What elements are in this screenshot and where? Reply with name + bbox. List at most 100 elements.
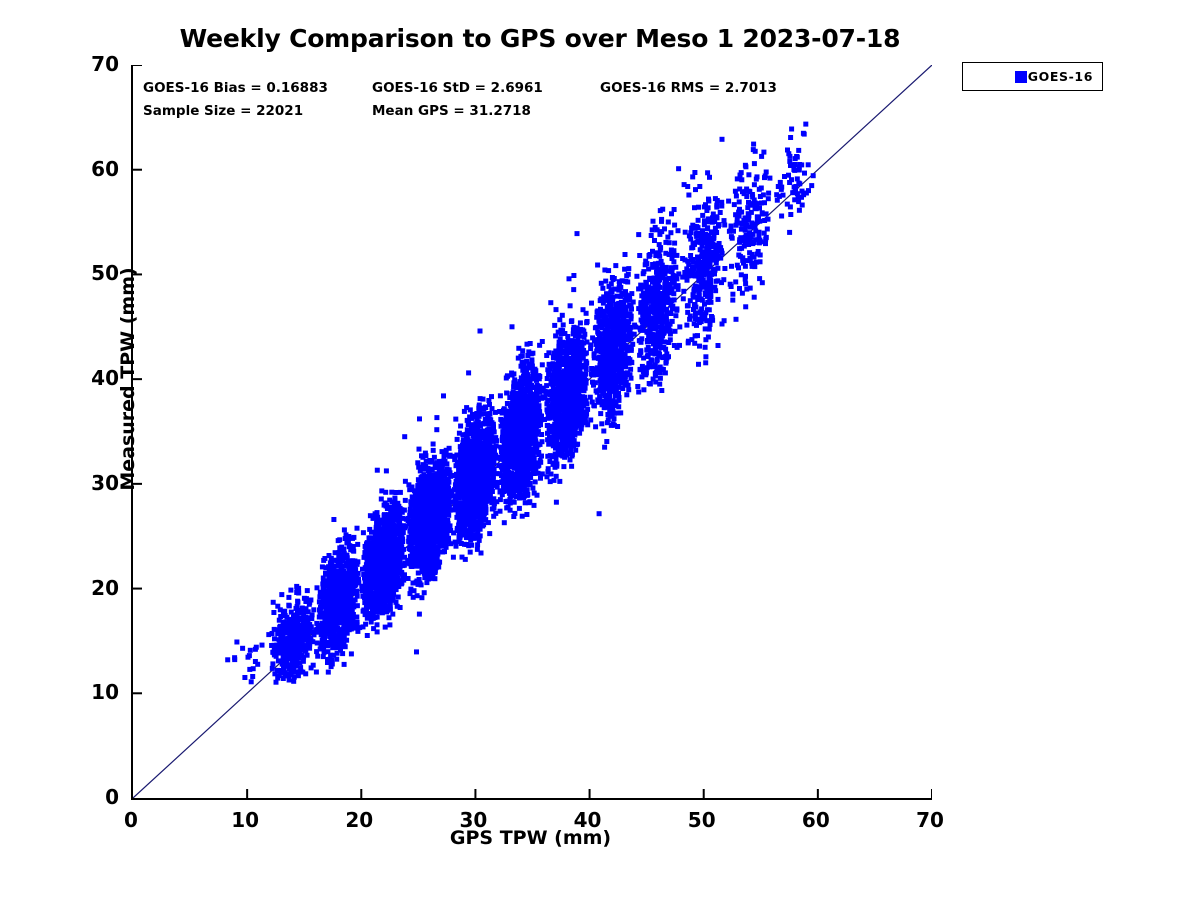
- scatter-point: [438, 482, 444, 488]
- scatter-point: [415, 477, 421, 483]
- scatter-point: [470, 524, 476, 530]
- scatter-point: [497, 489, 503, 495]
- scatter-point: [498, 416, 504, 422]
- scatter-point: [547, 429, 553, 435]
- scatter-point: [413, 510, 419, 516]
- scatter-point: [515, 405, 521, 411]
- scatter-point: [577, 320, 583, 326]
- scatter-point: [442, 528, 448, 534]
- scatter-point: [365, 595, 371, 601]
- scatter-point: [476, 448, 481, 454]
- scatter-point: [575, 399, 581, 405]
- scatter-point: [508, 459, 514, 465]
- scatter-point: [429, 484, 435, 490]
- scatter-point: [487, 440, 493, 445]
- scatter-point: [373, 608, 379, 614]
- scatter-point: [420, 510, 426, 516]
- scatter-point: [454, 514, 460, 520]
- scatter-point: [291, 674, 297, 680]
- scatter-point: [517, 483, 523, 489]
- scatter-point: [604, 439, 610, 444]
- scatter-point: [566, 413, 572, 419]
- scatter-point: [537, 342, 543, 348]
- scatter-point: [493, 479, 498, 485]
- scatter-point: [360, 530, 366, 536]
- scatter-point: [477, 486, 483, 492]
- scatter-point: [529, 382, 535, 388]
- scatter-point: [459, 489, 465, 495]
- scatter-point: [380, 519, 386, 524]
- scatter-point: [531, 414, 537, 420]
- scatter-point: [456, 430, 462, 436]
- scatter-point: [459, 468, 465, 474]
- scatter-point: [556, 343, 562, 349]
- scatter-point: [291, 612, 297, 618]
- legend[interactable]: GOES-16: [962, 62, 1103, 91]
- scatter-point: [467, 549, 473, 555]
- scatter-point: [318, 641, 324, 647]
- scatter-point: [286, 672, 292, 678]
- scatter-point: [464, 528, 470, 534]
- scatter-point: [475, 509, 481, 514]
- scatter-point: [391, 580, 397, 586]
- scatter-point: [462, 483, 468, 489]
- scatter-point: [280, 676, 286, 681]
- scatter-point: [464, 427, 470, 433]
- scatter-point: [522, 481, 528, 487]
- scatter-point: [605, 372, 611, 378]
- scatter-point: [387, 602, 393, 608]
- scatter-point: [395, 500, 401, 506]
- scatter-point: [474, 476, 480, 482]
- scatter-point: [365, 563, 370, 569]
- scatter-point: [375, 517, 380, 523]
- scatter-point: [550, 354, 556, 360]
- scatter-point: [418, 582, 424, 588]
- scatter-point: [491, 449, 497, 455]
- scatter-point: [411, 553, 417, 559]
- scatter-point: [518, 475, 524, 481]
- scatter-point: [470, 527, 476, 533]
- scatter-point: [352, 590, 358, 596]
- scatter-point: [409, 494, 415, 500]
- scatter-point: [531, 422, 537, 428]
- scatter-point: [325, 649, 331, 655]
- scatter-point: [485, 427, 490, 433]
- scatter-point: [375, 514, 381, 520]
- scatter-point: [269, 631, 275, 636]
- plot-area[interactable]: [131, 65, 932, 800]
- scatter-point: [475, 529, 481, 535]
- scatter-point: [530, 485, 536, 491]
- scatter-point: [515, 416, 521, 422]
- scatter-point: [522, 429, 528, 435]
- scatter-point: [490, 421, 496, 427]
- scatter-point: [471, 458, 477, 464]
- scatter-point: [428, 533, 434, 539]
- scatter-point: [276, 673, 282, 679]
- scatter-point: [432, 472, 438, 478]
- scatter-point: [494, 484, 500, 490]
- scatter-point: [397, 505, 403, 511]
- scatter-point: [431, 454, 437, 460]
- scatter-point: [527, 393, 533, 399]
- scatter-point: [337, 610, 343, 616]
- scatter-point: [515, 474, 521, 480]
- scatter-point: [519, 420, 525, 426]
- scatter-point: [387, 566, 393, 572]
- scatter-point: [500, 445, 506, 451]
- scatter-point: [322, 617, 328, 623]
- scatter-point: [402, 572, 407, 578]
- scatter-point: [376, 529, 382, 535]
- scatter-point: [546, 350, 552, 356]
- scatter-point: [327, 634, 333, 639]
- scatter-point: [461, 452, 467, 458]
- scatter-point: [294, 615, 300, 621]
- scatter-point: [382, 588, 388, 594]
- scatter-point: [294, 586, 300, 592]
- scatter-point: [300, 669, 306, 675]
- scatter-point: [588, 417, 594, 423]
- scatter-point: [422, 474, 428, 480]
- scatter-point: [352, 578, 358, 584]
- scatter-point: [467, 482, 473, 488]
- scatter-point: [423, 500, 429, 506]
- scatter-point: [342, 591, 348, 597]
